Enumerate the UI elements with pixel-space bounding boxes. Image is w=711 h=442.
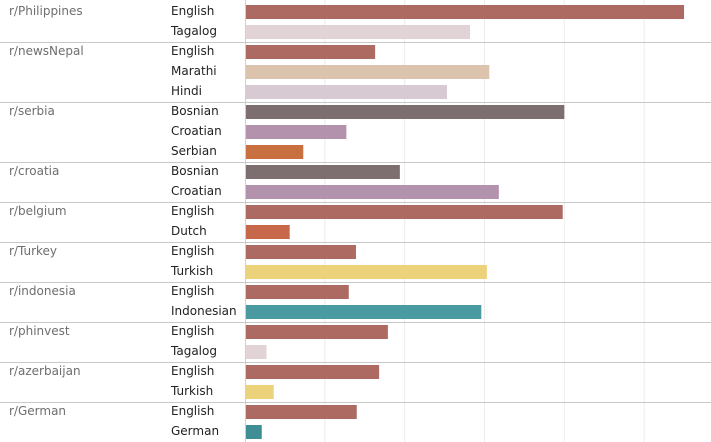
group-separators [0,42,711,403]
bar-philippines-english [246,5,685,19]
language-label: Tagalog [170,344,217,358]
bar-newsnepal-hindi [246,85,447,99]
subreddit-label: r/phinvest [9,324,70,338]
language-label: Serbian [171,144,217,158]
bars [246,5,685,439]
bar-philippines-tagalog [246,25,471,39]
bar-croatia-croatian [246,185,499,199]
language-label: Bosnian [171,104,219,118]
bar-phinvest-tagalog [246,345,267,359]
bar-serbia-bosnian [246,105,565,119]
bar-turkey-english [246,245,356,259]
bar-newsnepal-english [246,45,376,59]
language-label: English [171,204,214,218]
language-label: English [171,284,214,298]
subreddit-label: r/serbia [9,104,55,118]
language-label: Croatian [171,184,222,198]
subreddit-label: r/azerbaijan [9,364,81,378]
language-label: Indonesian [171,304,237,318]
language-label: English [171,244,214,258]
bar-indonesia-indonesian [246,305,482,319]
bar-german-english [246,405,357,419]
bar-azerbaijan-turkish [246,385,274,399]
language-label: Bosnian [171,164,219,178]
language-label: Turkish [170,384,213,398]
bar-turkey-turkish [246,265,487,279]
bar-serbia-serbian [246,145,304,159]
subreddit-label: r/belgium [9,204,67,218]
language-label: English [171,404,214,418]
subreddit-label: r/indonesia [9,284,76,298]
language-label: English [171,324,214,338]
bar-phinvest-english [246,325,388,339]
language-label: Marathi [171,64,217,78]
language-label: English [171,44,214,58]
bar-croatia-bosnian [246,165,400,179]
language-label: Dutch [171,224,207,238]
bar-belgium-english [246,205,563,219]
bar-german-german [246,425,262,439]
subreddit-label: r/croatia [9,164,59,178]
bar-serbia-croatian [246,125,347,139]
subreddit-label: r/Philippines [9,4,83,18]
bar-newsnepal-marathi [246,65,490,79]
subreddit-label: r/Turkey [9,244,57,258]
subreddit-label: r/German [9,404,66,418]
language-label: Tagalog [170,24,217,38]
language-label: English [171,364,214,378]
bar-belgium-dutch [246,225,290,239]
labels: r/Philippines English Tagalog r/newsNepal En… [9,4,237,438]
subreddit-label: r/newsNepal [9,44,84,58]
bar-indonesia-english [246,285,349,299]
language-label: German [171,424,219,438]
language-label: Turkish [170,264,213,278]
language-label: Croatian [171,124,222,138]
bar-azerbaijan-english [246,365,380,379]
language-label: Hindi [171,84,202,98]
language-label: English [171,4,214,18]
